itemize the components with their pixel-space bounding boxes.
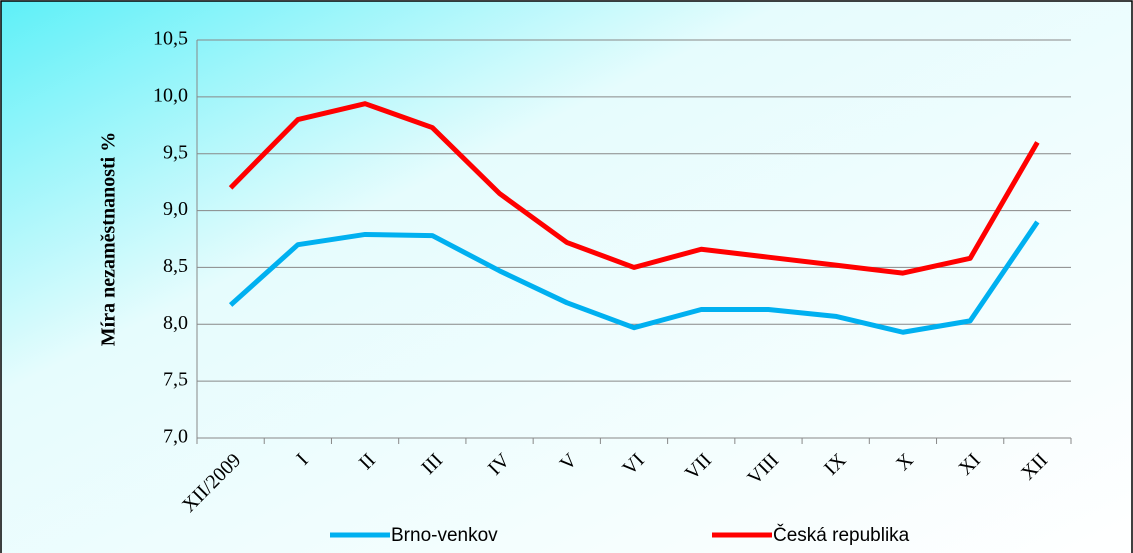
y-tick-label: 9,0 bbox=[163, 198, 188, 220]
y-tick-label: 10,5 bbox=[153, 28, 188, 50]
legend-label: Česká republika bbox=[773, 524, 910, 546]
y-tick-label: 9,5 bbox=[163, 141, 188, 163]
y-tick-label: 7,0 bbox=[163, 426, 188, 448]
series-line bbox=[228, 220, 1040, 335]
y-tick-label: 7,5 bbox=[163, 369, 188, 391]
y-axis-title: Míra nezaměstnanosti % bbox=[98, 132, 120, 346]
y-tick-label: 8,0 bbox=[163, 312, 188, 334]
series-line bbox=[228, 101, 1040, 276]
y-tick-label: 10,0 bbox=[153, 84, 188, 106]
legend-label: Brno-venkov bbox=[391, 525, 498, 546]
y-tick-label: 8,5 bbox=[163, 255, 188, 277]
